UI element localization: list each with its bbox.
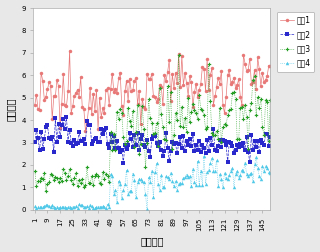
系列1 — [114, 88, 117, 91]
Y-axis label: タイトル: タイトル — [5, 97, 16, 121]
系列2 — [230, 144, 234, 147]
系列3 — [158, 86, 162, 89]
系列1 — [199, 82, 203, 85]
系列2 — [199, 151, 203, 154]
系列3 — [230, 92, 234, 95]
X-axis label: タイトル: タイトル — [140, 236, 164, 246]
系列4 — [230, 166, 234, 169]
Line: 系列1: 系列1 — [33, 49, 272, 133]
系列3 — [33, 169, 37, 172]
系列4 — [158, 188, 162, 192]
系列3 — [167, 120, 171, 123]
Line: 系列3: 系列3 — [33, 54, 272, 192]
系列2 — [159, 148, 163, 151]
系列4 — [126, 192, 130, 195]
系列4 — [167, 177, 171, 180]
系列2 — [169, 150, 173, 153]
系列3 — [199, 107, 203, 110]
系列1 — [268, 65, 272, 68]
系列3 — [112, 132, 116, 135]
系列1 — [230, 80, 234, 83]
系列4 — [268, 172, 272, 175]
系列2 — [33, 141, 37, 144]
系列1 — [84, 129, 87, 132]
系列2 — [65, 115, 68, 118]
系列2 — [121, 161, 125, 164]
系列1 — [169, 100, 173, 103]
系列2 — [129, 138, 133, 141]
系列4 — [110, 174, 114, 177]
Line: 系列4: 系列4 — [33, 154, 272, 211]
系列1 — [129, 90, 133, 93]
系列4 — [202, 154, 206, 158]
系列3 — [268, 99, 272, 102]
系列2 — [112, 134, 116, 137]
系列1 — [159, 85, 163, 88]
Legend: 系列1, 系列2, 系列3, 系列4: 系列1, 系列2, 系列3, 系列4 — [276, 12, 314, 72]
系列1 — [68, 49, 72, 52]
系列4 — [33, 205, 37, 208]
系列2 — [268, 136, 272, 139]
系列4 — [145, 208, 149, 211]
Line: 系列2: 系列2 — [33, 115, 272, 164]
系列3 — [128, 119, 132, 122]
系列4 — [197, 184, 201, 187]
系列3 — [177, 54, 180, 57]
系列1 — [33, 104, 37, 107]
系列3 — [44, 189, 48, 192]
